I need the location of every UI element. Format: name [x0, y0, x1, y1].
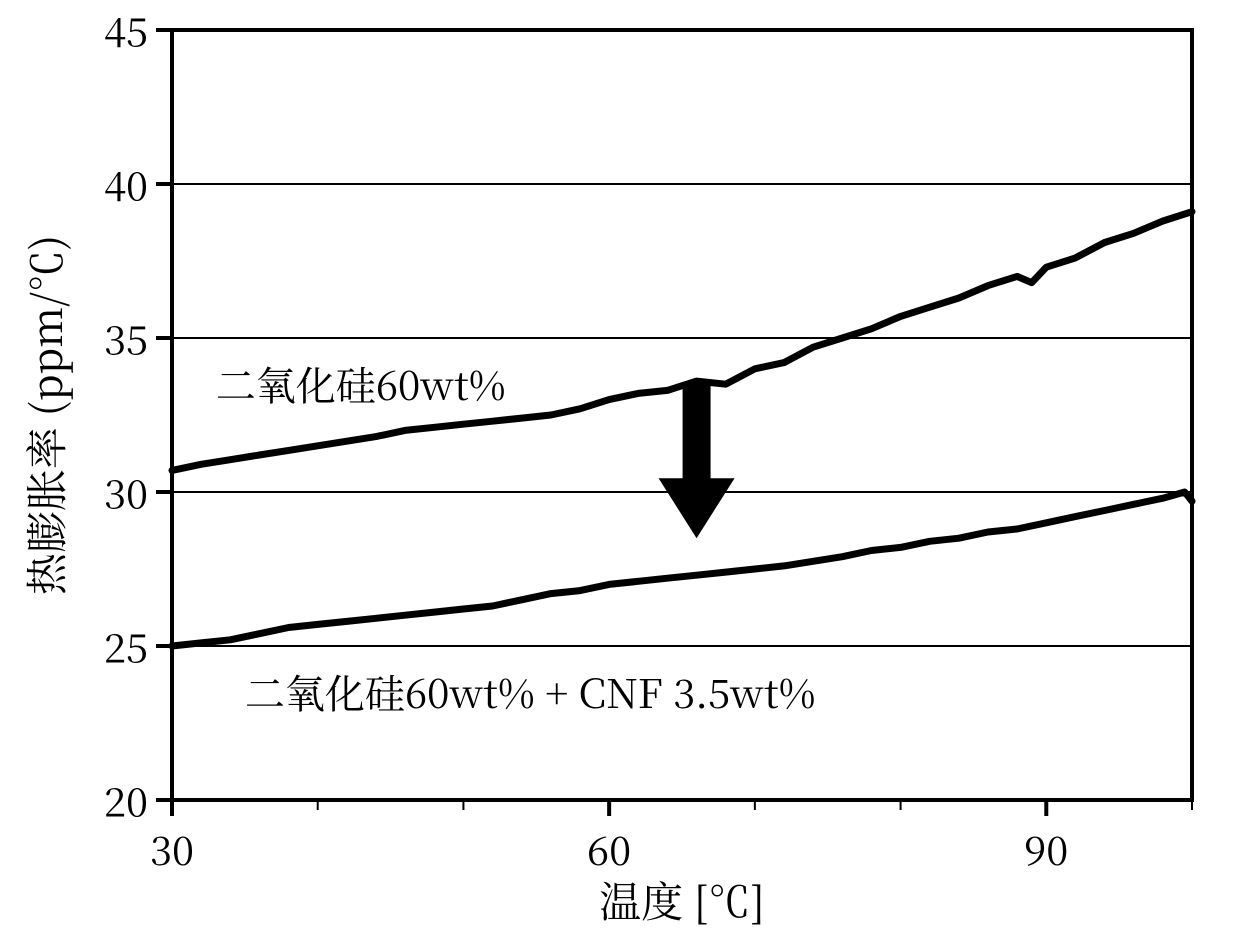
y-tick-label: 20 [104, 772, 148, 829]
y-tick-label: 35 [104, 310, 148, 367]
x-tick-label: 30 [150, 820, 194, 877]
chart-root: 热膨胀率 (ppm/℃) 温度 [℃] 二氧化硅60wt% 二氧化硅60wt% … [0, 0, 1239, 940]
thermal-expansion-chart [0, 0, 1239, 940]
y-axis-title: 热膨胀率 (ppm/℃) [15, 235, 75, 595]
x-tick-label: 90 [1024, 820, 1068, 877]
y-tick-label: 30 [104, 464, 148, 521]
x-axis-title: 温度 [℃] [599, 870, 765, 930]
y-tick-label: 40 [104, 156, 148, 213]
y-tick-label: 25 [104, 618, 148, 675]
y-tick-label: 45 [104, 2, 148, 59]
series-label-silica-60: 二氧化硅60wt% [216, 355, 506, 412]
series-label-silica-60-cnf: 二氧化硅60wt% + CNF 3.5wt% [245, 663, 816, 720]
x-tick-label: 60 [587, 820, 631, 877]
